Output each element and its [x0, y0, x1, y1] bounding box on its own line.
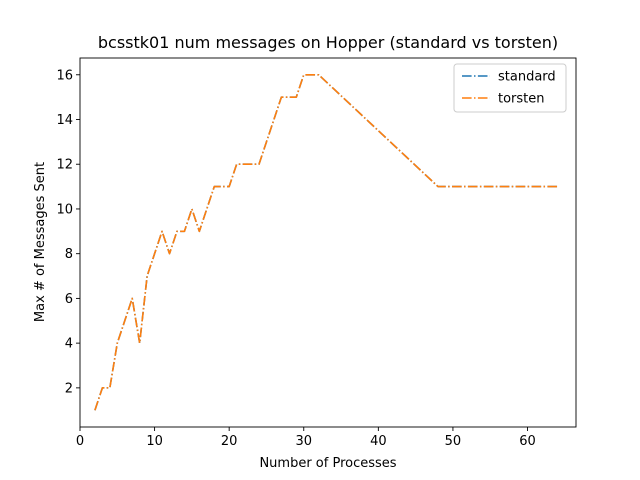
legend: standard torsten — [453, 63, 567, 113]
x-tick-label: 0 — [76, 434, 84, 449]
plot-area — [79, 57, 577, 428]
x-axis-label: Number of Processes — [259, 456, 396, 471]
x-tick-label: 30 — [295, 434, 312, 449]
y-tick-label: 14 — [56, 113, 73, 128]
x-tick-label: 60 — [519, 434, 536, 449]
x-tick-label: 20 — [221, 434, 238, 449]
y-tick-label: 12 — [56, 158, 73, 173]
y-tick-label: 16 — [56, 68, 73, 83]
y-axis-label: Max # of Messages Sent — [33, 162, 48, 322]
y-tick-label: 2 — [65, 381, 73, 396]
x-axis: 0 10 20 30 40 50 60 — [76, 427, 536, 449]
legend-label-torsten: torsten — [498, 92, 545, 107]
x-tick-label: 50 — [445, 434, 462, 449]
x-tick-label: 40 — [370, 434, 387, 449]
legend-label-standard: standard — [498, 70, 556, 85]
y-tick-label: 8 — [65, 247, 73, 262]
y-tick-label: 10 — [56, 202, 73, 217]
y-tick-label: 4 — [65, 337, 73, 352]
chart-title: bcsstk01 num messages on Hopper (standar… — [98, 33, 558, 52]
y-tick-label: 6 — [65, 292, 73, 307]
x-tick-label: 10 — [146, 434, 163, 449]
y-axis: 2 4 6 8 10 12 14 16 — [56, 68, 80, 396]
series-line-torsten — [94, 73, 558, 411]
axes-frame — [79, 57, 577, 428]
